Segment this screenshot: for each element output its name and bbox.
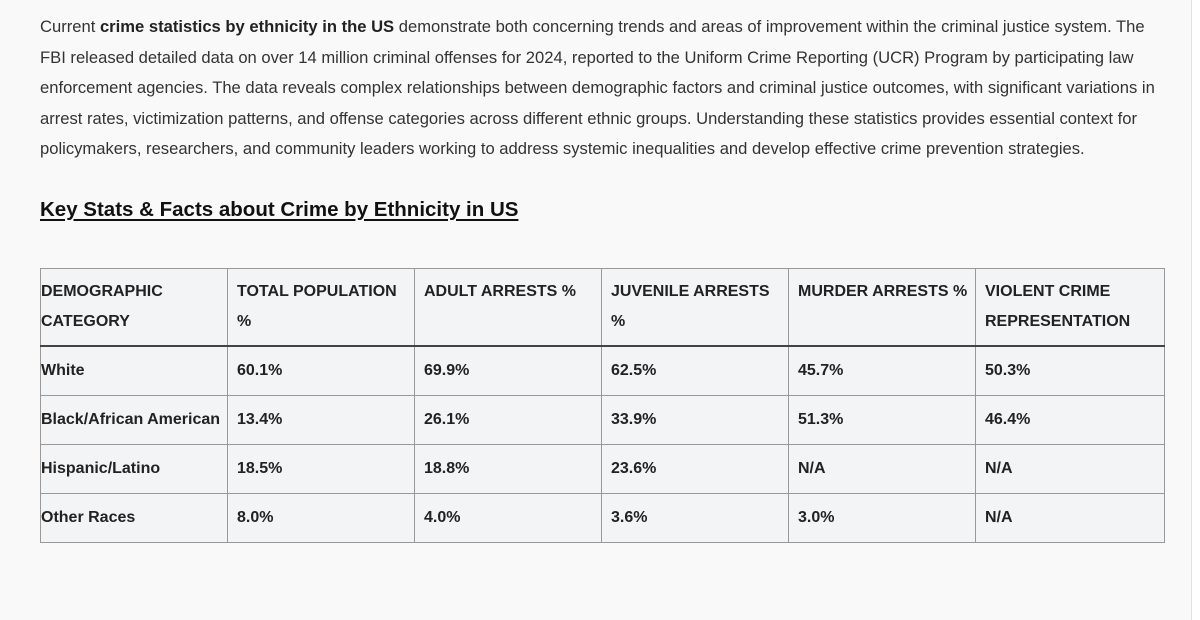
column-header-violent-crime: VIOLENT CRIME REPRESENTATION [975, 268, 1165, 347]
table-row: Other Races 8.0% 4.0% 3.6% 3.0% N/A [40, 493, 1165, 543]
page-scroll-edge [1191, 0, 1200, 620]
cell-population: 8.0% [227, 493, 415, 543]
cell-adult-arrests: 18.8% [414, 444, 602, 494]
table-header-row: DEMOGRAPHIC CATEGORY TOTAL POPULATION % … [40, 268, 1165, 347]
cell-category: Hispanic/Latino [40, 444, 228, 494]
cell-category: Black/African American [40, 395, 228, 445]
intro-prefix: Current [40, 17, 100, 36]
table-row: White 60.1% 69.9% 62.5% 45.7% 50.3% [40, 345, 1165, 396]
column-header-adult-arrests: ADULT ARRESTS % [414, 268, 602, 347]
intro-paragraph: Current crime statistics by ethnicity in… [40, 12, 1164, 165]
cell-juvenile-arrests: 62.5% [601, 345, 789, 396]
cell-adult-arrests: 69.9% [414, 345, 602, 396]
table-row: Black/African American 13.4% 26.1% 33.9%… [40, 395, 1165, 445]
cell-juvenile-arrests: 3.6% [601, 493, 789, 543]
intro-body: demonstrate both concerning trends and a… [40, 17, 1155, 159]
cell-murder-arrests: 51.3% [788, 395, 976, 445]
intro-bold-keyword: crime statistics by ethnicity in the US [99, 17, 395, 36]
cell-murder-arrests: 45.7% [788, 345, 976, 396]
cell-violent-crime: 50.3% [975, 345, 1165, 396]
cell-violent-crime: N/A [975, 493, 1165, 543]
cell-violent-crime: 46.4% [975, 395, 1165, 445]
cell-juvenile-arrests: 23.6% [601, 444, 789, 494]
cell-juvenile-arrests: 33.9% [601, 395, 789, 445]
section-heading: Key Stats & Facts about Crime by Ethnici… [40, 197, 519, 221]
column-header-juvenile-arrests: JUVENILE ARRESTS % [601, 268, 789, 347]
cell-category: Other Races [40, 493, 228, 543]
column-header-murder-arrests: MURDER ARRESTS % [788, 268, 976, 347]
cell-population: 13.4% [227, 395, 415, 445]
cell-adult-arrests: 4.0% [414, 493, 602, 543]
cell-murder-arrests: 3.0% [788, 493, 976, 543]
table-row: Hispanic/Latino 18.5% 18.8% 23.6% N/A N/… [40, 444, 1165, 494]
cell-population: 18.5% [227, 444, 415, 494]
column-header-population: TOTAL POPULATION % [227, 268, 415, 347]
article-content: Current crime statistics by ethnicity in… [40, 12, 1165, 543]
ethnicity-stats-table: DEMOGRAPHIC CATEGORY TOTAL POPULATION % … [40, 268, 1165, 543]
column-header-demographic: DEMOGRAPHIC CATEGORY [40, 268, 228, 347]
cell-adult-arrests: 26.1% [414, 395, 602, 445]
cell-category: White [40, 345, 228, 396]
cell-population: 60.1% [227, 345, 415, 396]
cell-violent-crime: N/A [975, 444, 1165, 494]
cell-murder-arrests: N/A [788, 444, 976, 494]
